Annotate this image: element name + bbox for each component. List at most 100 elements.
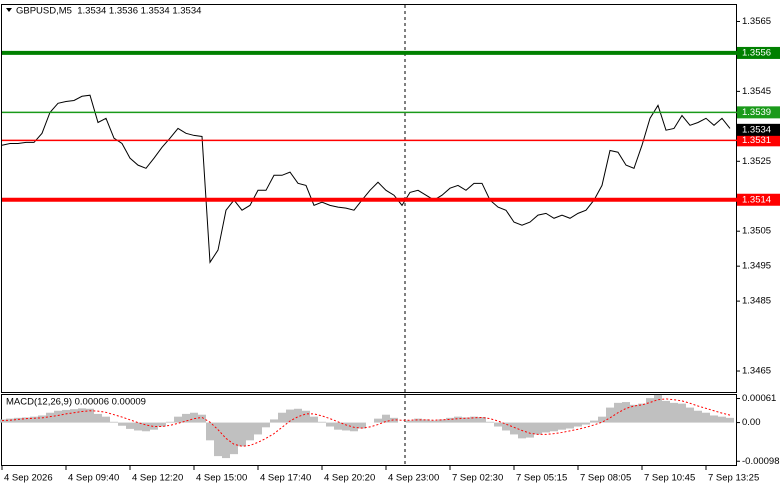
macd-bar — [606, 407, 614, 423]
macd-bar — [478, 417, 486, 423]
macd-bar — [246, 422, 254, 441]
macd-bar — [670, 402, 678, 423]
level-label: 1.3556 — [742, 47, 771, 58]
macd-bar — [190, 412, 198, 423]
macd-bar — [262, 422, 270, 428]
macd-bar — [702, 412, 710, 423]
x-tick-label: 4 Sep 20:20 — [324, 473, 375, 484]
x-tick-label: 4 Sep 23:00 — [388, 473, 439, 484]
y-tick-label: 1.3495 — [742, 261, 771, 272]
macd-bar — [318, 421, 326, 423]
macd-bar — [462, 417, 470, 423]
macd-bar — [22, 417, 30, 423]
macd-bar — [622, 402, 630, 423]
macd-bar — [14, 417, 22, 423]
macd-bar — [62, 409, 70, 423]
macd-bar — [558, 422, 566, 430]
macd-bar — [94, 413, 102, 423]
macd-bar — [686, 407, 694, 423]
macd-bar — [166, 421, 174, 423]
macd-bar — [254, 422, 262, 435]
macd-bar — [630, 404, 638, 423]
level-label-box — [737, 106, 780, 119]
level-label-box — [737, 134, 780, 147]
macd-bar — [550, 422, 558, 432]
chart-title: GBPUSD,M5 1.3534 1.3536 1.3534 1.3534 — [16, 6, 201, 17]
macd-bar — [414, 418, 422, 423]
macd-bar — [142, 422, 150, 432]
macd-bar — [30, 416, 38, 423]
level-label: 1.3514 — [742, 194, 771, 205]
macd-bar — [310, 416, 318, 423]
x-tick-label: 7 Sep 08:05 — [580, 473, 631, 484]
macd-title: MACD(12,26,9) 0.00006 0.00009 — [6, 397, 146, 408]
macd-bar — [70, 409, 78, 423]
macd-bar — [238, 422, 246, 447]
macd-bar — [590, 420, 598, 423]
macd-bar — [710, 415, 718, 423]
macd-bar — [214, 422, 222, 457]
macd-bar — [230, 422, 238, 455]
y-tick-label: -0.00098 — [742, 456, 780, 467]
level-label-box — [737, 193, 780, 206]
macd-bar — [294, 408, 302, 423]
y-tick-label: 1.3565 — [742, 16, 771, 27]
y-tick-label: 1.3525 — [742, 156, 771, 167]
macd-bar — [102, 416, 110, 423]
macd-bar — [526, 422, 534, 438]
x-tick-label: 4 Sep 12:20 — [132, 473, 183, 484]
macd-bar — [694, 410, 702, 423]
macd-bar — [222, 422, 230, 459]
macd-bar — [270, 419, 278, 423]
macd-bar — [54, 410, 62, 423]
macd-bar — [46, 412, 54, 423]
x-tick-label: 4 Sep 2026 — [4, 473, 53, 484]
macd-bar — [638, 403, 646, 423]
macd-bar — [582, 422, 590, 425]
macd-bar — [38, 415, 46, 423]
level-label-box — [737, 46, 780, 59]
macd-bar — [598, 416, 606, 423]
macd-bar — [430, 420, 438, 423]
y-tick-label: 1.3485 — [742, 296, 771, 307]
level-label: 1.3531 — [742, 135, 771, 146]
macd-bar — [302, 410, 310, 423]
macd-bar — [534, 422, 542, 435]
macd-bar — [374, 418, 382, 423]
macd-bar — [134, 422, 142, 431]
macd-bar — [198, 414, 206, 423]
level-label: 1.3539 — [742, 107, 771, 118]
macd-bar — [510, 422, 518, 435]
macd-bar — [278, 412, 286, 423]
macd-bar — [654, 394, 662, 423]
macd-bar — [358, 422, 366, 429]
macd-bar — [566, 422, 574, 429]
last-price-label: 1.3534 — [742, 124, 771, 135]
y-tick-label: 1.3505 — [742, 226, 771, 237]
x-tick-label: 7 Sep 05:15 — [516, 473, 567, 484]
macd-bar — [542, 422, 550, 433]
macd-bar — [438, 419, 446, 423]
macd-bar — [726, 417, 734, 423]
x-tick-label: 7 Sep 02:30 — [452, 473, 503, 484]
y-tick-label: 1.3545 — [742, 86, 771, 97]
macd-bar — [326, 422, 334, 427]
macd-bar — [662, 400, 670, 423]
signal-line — [1, 398, 731, 447]
x-tick-label: 4 Sep 15:00 — [196, 473, 247, 484]
x-tick-label: 7 Sep 10:45 — [644, 473, 695, 484]
x-tick-label: 7 Sep 13:25 — [708, 473, 759, 484]
macd-bar — [86, 408, 94, 423]
macd-bar — [206, 422, 214, 441]
macd-bar — [286, 409, 294, 423]
x-tick-label: 4 Sep 09:40 — [68, 473, 119, 484]
dropdown-icon — [6, 8, 12, 12]
price-line — [1, 94, 731, 264]
macd-bar — [678, 403, 686, 423]
macd-bar — [126, 422, 134, 429]
macd-bar — [390, 417, 398, 423]
macd-bar — [334, 422, 342, 430]
macd-bar — [182, 413, 190, 423]
macd-bar — [718, 416, 726, 423]
